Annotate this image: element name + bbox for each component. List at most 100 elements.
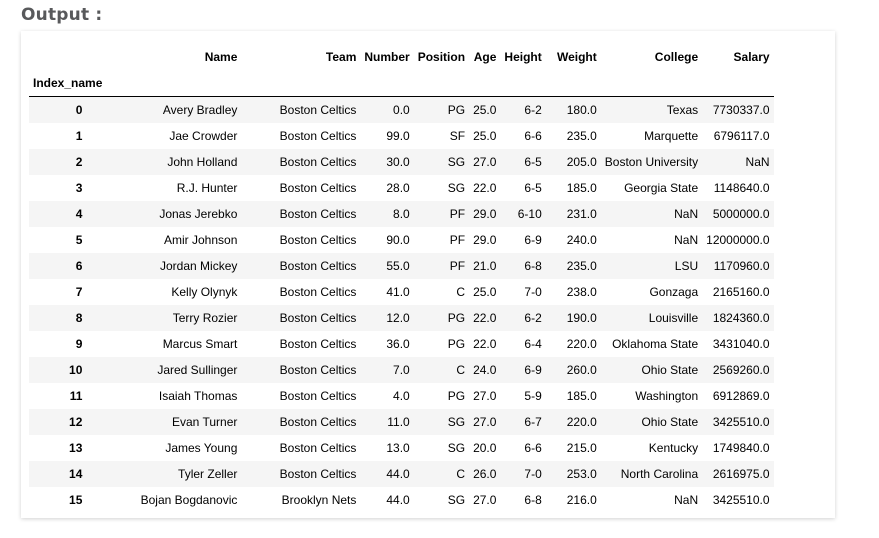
cell-team: Boston Celtics: [279, 259, 357, 273]
cell-team: Boston Celtics: [279, 129, 357, 143]
index-name-label: Index_name: [33, 76, 103, 90]
cell-age: 29.0: [473, 207, 497, 221]
cell-weight: 216.0: [566, 493, 597, 507]
table-row: 6 Jordan Mickey Boston Celtics 55.0 PF 21.0 6-…: [29, 253, 774, 279]
cell-height: 6-5: [524, 155, 542, 169]
table-row: 12 Evan Turner Boston Celtics 11.0 SG 27.0 6-7…: [29, 409, 774, 435]
cell-weight: 235.0: [566, 259, 597, 273]
cell-name: Bojan Bogdanovic: [140, 493, 238, 507]
cell-height: 6-10: [517, 207, 542, 221]
table-row: 8 Terry Rozier Boston Celtics 12.0 PG 22.0 6-2…: [29, 305, 774, 331]
cell-name: Amir Johnson: [164, 233, 238, 247]
cell-age: 21.0: [473, 259, 497, 273]
header-blank: [29, 44, 106, 70]
cell-age: 25.0: [473, 129, 497, 143]
table-row: 5 Amir Johnson Boston Celtics 90.0 PF 29.0 6-9…: [29, 227, 774, 253]
output-label: Output :: [21, 5, 103, 25]
cell-position: SG: [447, 155, 466, 169]
cell-name: James Young: [165, 441, 238, 455]
cell-position: SG: [447, 415, 466, 429]
row-index: 5: [75, 233, 83, 247]
cell-age: 22.0: [473, 311, 497, 325]
table-row: 14 Tyler Zeller Boston Celtics 44.0 C 26.0 7-0…: [29, 461, 774, 487]
cell-team: Boston Celtics: [279, 207, 357, 221]
cell-team: Boston Celtics: [279, 441, 357, 455]
dataframe-card: Name Team Number Position Age Height Wei…: [21, 31, 835, 518]
cell-number: 11.0: [387, 415, 410, 429]
cell-team: Boston Celtics: [279, 415, 357, 429]
cell-name: Tyler Zeller: [178, 467, 238, 481]
table-row: 11 Isaiah Thomas Boston Celtics 4.0 PG 27.0 5-…: [29, 383, 774, 409]
cell-name: Jonas Jerebko: [159, 207, 238, 221]
table-body: 0 Avery Bradley Boston Celtics 0.0 PG 25.0 6-2…: [29, 96, 774, 514]
cell-position: PF: [449, 259, 466, 273]
cell-weight: 190.0: [566, 311, 597, 325]
cell-weight: 185.0: [566, 389, 597, 403]
column-header-salary: Salary: [733, 50, 770, 64]
table-row: 1 Jae Crowder Boston Celtics 99.0 SF 25.0 6-6 2…: [29, 123, 774, 149]
table-row: 13 James Young Boston Celtics 13.0 SG 20.0 6-6…: [29, 435, 774, 461]
cell-height: 5-9: [524, 389, 542, 403]
cell-name: Isaiah Thomas: [158, 389, 238, 403]
cell-college: North Carolina: [620, 467, 699, 481]
column-header-height: Height: [504, 50, 542, 64]
cell-age: 27.0: [473, 155, 497, 169]
cell-number: 44.0: [386, 467, 410, 481]
cell-team: Boston Celtics: [279, 337, 357, 351]
cell-weight: 260.0: [566, 363, 597, 377]
cell-team: Boston Celtics: [279, 389, 357, 403]
cell-weight: 215.0: [566, 441, 597, 455]
cell-age: 27.0: [473, 389, 497, 403]
dataframe-table: Name Team Number Position Age Height Wei…: [29, 44, 774, 513]
cell-salary: 2616975.0: [712, 467, 770, 481]
cell-salary: 2165160.0: [712, 285, 770, 299]
cell-salary: NaN: [745, 155, 770, 169]
cell-college: Ohio State: [641, 363, 699, 377]
cell-position: C: [456, 467, 466, 481]
cell-name: Kelly Olynyk: [171, 285, 238, 299]
table-row: 4 Jonas Jerebko Boston Celtics 8.0 PF 29.0 6-1…: [29, 201, 774, 227]
cell-age: 26.0: [473, 467, 497, 481]
cell-height: 6-9: [524, 363, 542, 377]
cell-age: 24.0: [473, 363, 497, 377]
cell-team: Boston Celtics: [279, 363, 357, 377]
cell-age: 22.0: [473, 337, 497, 351]
cell-age: 27.0: [473, 493, 497, 507]
cell-position: PG: [447, 103, 466, 117]
cell-salary: 1824360.0: [712, 311, 770, 325]
cell-number: 0.0: [393, 103, 410, 117]
row-index: 1: [75, 129, 83, 143]
column-header-row: Name Team Number Position Age Height Wei…: [29, 44, 774, 70]
table-row: 3 R.J. Hunter Boston Celtics 28.0 SG 22.0 6-5 1…: [29, 175, 774, 201]
cell-salary: 1170960.0: [713, 259, 770, 273]
cell-team: Brooklyn Nets: [281, 493, 357, 507]
cell-position: SG: [447, 493, 466, 507]
cell-height: 6-8: [524, 493, 542, 507]
cell-number: 55.0: [386, 259, 410, 273]
cell-weight: 180.0: [566, 103, 597, 117]
cell-team: Boston Celtics: [279, 181, 357, 195]
cell-number: 99.0: [386, 129, 410, 143]
cell-height: 7-0: [524, 467, 542, 481]
cell-salary: 6796117.0: [713, 129, 770, 143]
cell-college: Washington: [635, 389, 699, 403]
cell-height: 6-9: [524, 233, 542, 247]
cell-weight: 185.0: [566, 181, 597, 195]
cell-height: 6-2: [524, 103, 542, 117]
cell-height: 6-2: [524, 311, 542, 325]
cell-height: 6-8: [524, 259, 542, 273]
cell-salary: 5000000.0: [712, 207, 770, 221]
row-index: 3: [75, 181, 83, 195]
cell-weight: 231.0: [566, 207, 597, 221]
cell-height: 6-4: [524, 337, 542, 351]
cell-college: NaN: [674, 207, 699, 221]
cell-number: 30.0: [386, 155, 410, 169]
row-index: 11: [69, 389, 83, 403]
row-index: 15: [69, 493, 83, 507]
row-index: 7: [75, 285, 83, 299]
cell-salary: 3431040.0: [712, 337, 770, 351]
cell-weight: 235.0: [566, 129, 597, 143]
cell-salary: 3425510.0: [712, 493, 770, 507]
cell-number: 13.0: [386, 441, 410, 455]
cell-team: Boston Celtics: [279, 467, 357, 481]
